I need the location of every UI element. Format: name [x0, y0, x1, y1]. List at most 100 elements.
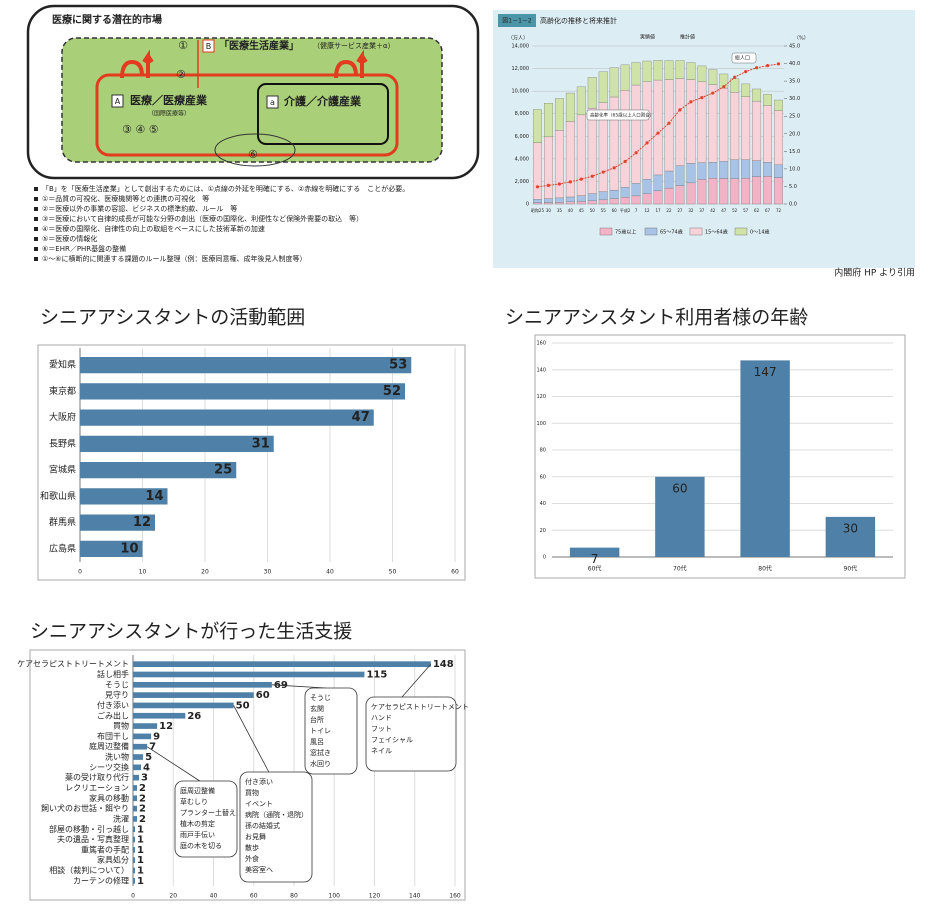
bar — [133, 702, 234, 709]
chart-title: シニアアシスタントの活動範囲 — [40, 307, 305, 329]
x-tick-label: 昭和25 — [531, 207, 545, 213]
bar-segment — [533, 109, 542, 143]
bar-segment — [741, 159, 751, 179]
bar — [80, 540, 143, 558]
care-box — [257, 83, 389, 145]
value-label: 1 — [137, 876, 144, 887]
callout-line: そうじ — [310, 694, 331, 702]
bar — [569, 547, 620, 557]
marker: ② — [176, 68, 186, 81]
bar-segment — [620, 90, 630, 188]
bar-segment — [664, 79, 674, 172]
point — [623, 159, 627, 164]
point — [645, 141, 649, 145]
bar — [655, 476, 705, 557]
callout-pointer — [233, 705, 270, 773]
bar-segment — [708, 84, 718, 163]
bar-segment — [653, 174, 663, 192]
callout-line: 買物 — [245, 788, 259, 797]
y-tick-label: 広島県 — [49, 542, 76, 554]
y-tick-label: 夫の遺品・写真整理 — [57, 834, 129, 844]
y-tick-label: 洗濯 — [113, 813, 129, 823]
point — [568, 180, 572, 184]
point — [656, 131, 660, 135]
bar-segment — [642, 193, 652, 205]
bar-segment — [675, 78, 685, 166]
bar-segment — [697, 81, 707, 163]
annotation-box — [731, 52, 757, 64]
note: ②＝医療以外の事業の容認、ビジネスの標準約款、ルール 等 — [42, 204, 237, 213]
y-tick-label: ごみ出し — [97, 710, 129, 720]
bar-segment — [587, 200, 597, 205]
point — [601, 170, 605, 174]
bar — [80, 356, 412, 374]
bar — [80, 383, 405, 400]
bar-segment — [708, 162, 718, 179]
bar-segment — [554, 201, 564, 205]
point — [689, 100, 693, 104]
x-tick-label: 80代 — [758, 565, 772, 573]
callout-pointer — [146, 746, 201, 782]
point — [776, 62, 781, 66]
annotation: 高齢化率（65歳以上人口割合） — [590, 112, 654, 119]
bar-segment — [609, 67, 619, 98]
value-label: 1 — [137, 824, 144, 835]
chart-title: 高齢化の推移と将来推計 — [540, 16, 617, 25]
callout-line: 付き添い — [245, 777, 273, 786]
bar-segment — [752, 88, 762, 102]
point — [612, 166, 616, 170]
callout — [304, 687, 358, 775]
point — [678, 108, 682, 112]
b-sub: （健康サービス産業＋α） — [313, 41, 395, 50]
x-tick-label: 20 — [201, 569, 209, 576]
bar-segment — [642, 81, 652, 180]
bar-segment — [675, 165, 685, 186]
y-tick-label: 重篤者の手配 — [81, 844, 129, 854]
callout-line: ハンド — [371, 714, 392, 722]
y-tick-label: 60 — [540, 474, 546, 480]
y-tick-label: 長野県 — [49, 438, 76, 449]
bar — [133, 836, 136, 843]
callout-line: プランター土替え — [180, 808, 236, 817]
note-bullet — [34, 257, 38, 261]
diagram-title: 医療に関する潜在的市場 — [52, 13, 162, 26]
x-tick-label: 90代 — [844, 565, 858, 573]
bar-segment — [642, 60, 652, 82]
bar-segment — [565, 196, 575, 203]
bar-segment — [774, 177, 783, 205]
callout-line: 外食 — [245, 854, 259, 863]
figure-no-bg — [498, 14, 536, 27]
bar-segment — [697, 179, 707, 205]
x-tick-label: 45 — [579, 208, 585, 213]
y-tick-label: 100 — [536, 421, 546, 427]
x-tick-label: 120 — [369, 893, 381, 900]
x-tick-label: 平成2 — [620, 207, 631, 213]
x-tick-label: 100 — [329, 893, 341, 900]
callout — [174, 780, 238, 858]
bar — [80, 409, 374, 426]
arrow-right — [334, 49, 368, 79]
callout-line: ネイル — [371, 747, 392, 755]
bar-segment — [730, 178, 740, 205]
bar — [740, 360, 790, 557]
y-tick-label: 東京都 — [49, 385, 76, 397]
bar — [133, 681, 272, 688]
bar-segment — [576, 114, 586, 196]
bar — [133, 754, 144, 760]
point — [557, 182, 561, 186]
y-tick-label: カーテンの修理 — [73, 875, 129, 885]
legend-label: 65～74歳 — [660, 229, 683, 236]
bar-segment — [565, 121, 575, 198]
callout-line: フット — [371, 725, 392, 733]
note: 「B」を「医療生活産業」として創出するためには、①点線の外延を明確にする、②赤線… — [42, 184, 409, 193]
bar-segment — [741, 83, 751, 97]
legend-label: 15～64歳 — [705, 229, 728, 236]
bar — [133, 764, 142, 771]
bar — [133, 671, 365, 678]
x-tick-label: 47 — [721, 208, 727, 213]
diagram: 医療に関する潜在的市場 ① B 「医療生活産業」 （健康サービス産業＋α） ② … — [26, 4, 480, 263]
y-tick-label: 120 — [536, 394, 546, 400]
value-label: 50 — [236, 700, 250, 711]
bar-segment — [653, 60, 663, 81]
